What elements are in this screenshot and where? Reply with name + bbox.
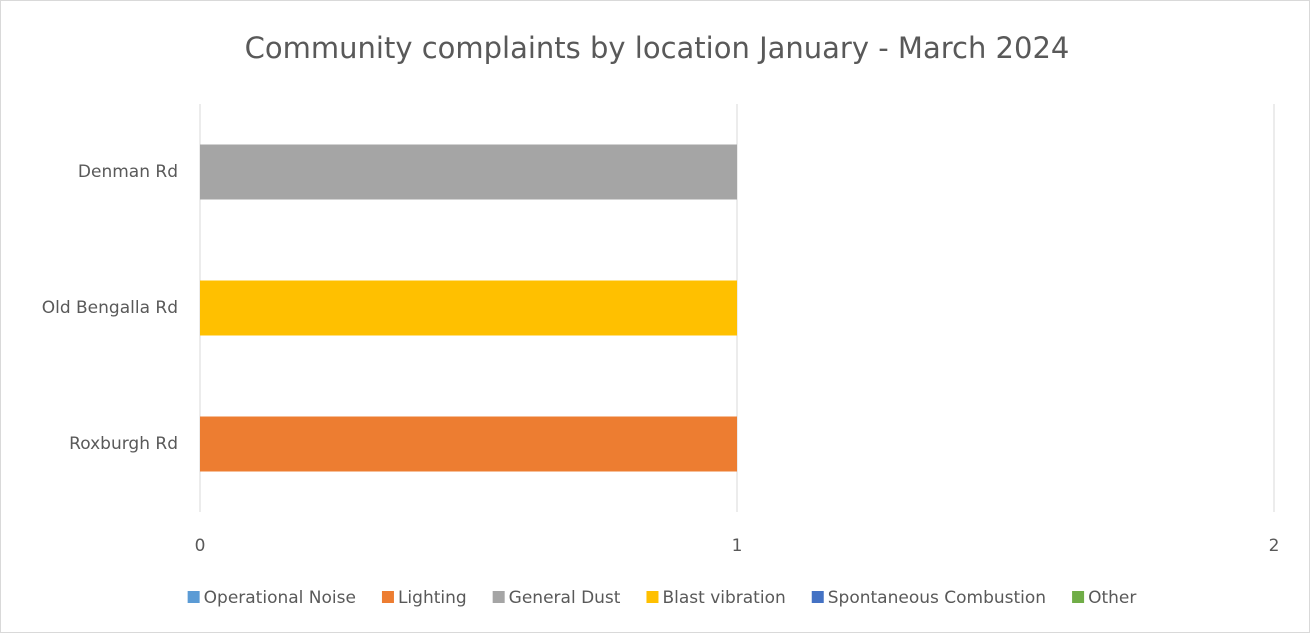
legend-label: Lighting [398, 588, 467, 608]
legend-swatch [646, 591, 659, 603]
y-tick-label: Roxburgh Rd [69, 434, 178, 454]
legend-swatch [381, 591, 394, 603]
chart-title: Community complaints by location January… [245, 31, 1070, 65]
legend-swatch [1072, 591, 1085, 603]
legend-label: Blast vibration [662, 588, 785, 608]
bar-segment [200, 416, 737, 472]
legend-swatch [811, 591, 824, 603]
bar-segment [200, 144, 737, 200]
legend-swatch [492, 591, 505, 603]
x-tick-label: 2 [1269, 536, 1280, 556]
legend-swatch [187, 591, 200, 603]
legend-label: Operational Noise [204, 588, 356, 608]
legend-label: General Dust [509, 588, 621, 608]
x-tick-label: 1 [732, 536, 743, 556]
bar-segment [200, 280, 737, 336]
y-tick-label: Denman Rd [78, 162, 178, 182]
x-tick-label: 0 [195, 536, 206, 556]
legend-label: Other [1088, 588, 1136, 608]
y-tick-label: Old Bengalla Rd [42, 298, 178, 318]
legend-label: Spontaneous Combustion [828, 588, 1046, 608]
